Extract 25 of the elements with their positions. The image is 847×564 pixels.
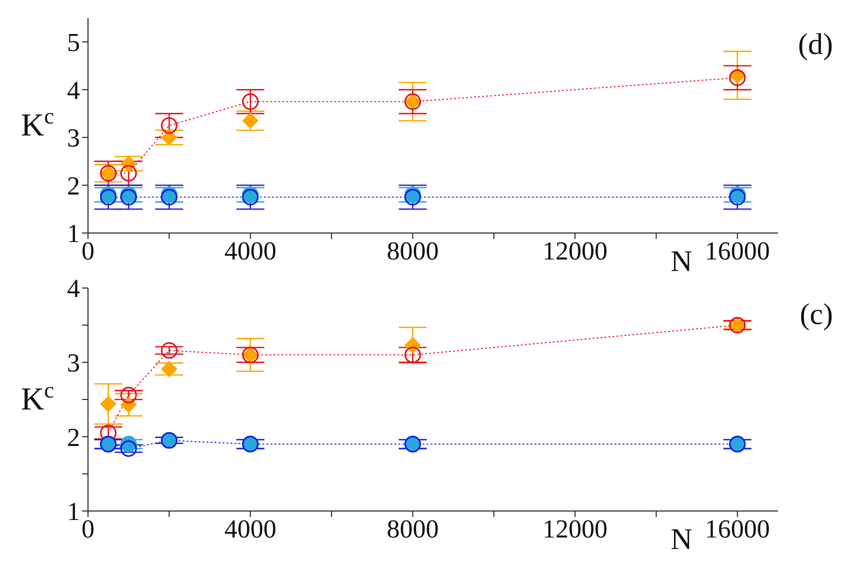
x-tick-label: 8000 (386, 236, 439, 266)
y-tick-label: 5 (67, 28, 80, 58)
x-tick-label: 4000 (224, 514, 276, 544)
x-tick-label: 16000 (704, 236, 770, 266)
y-axis-title: K$^{c}$ (21, 103, 54, 142)
y-axis-title: K$^{c}$ (21, 377, 54, 416)
x-tick-label: 0 (82, 514, 94, 544)
text: (d) (798, 28, 833, 62)
x-tick-label: 12000 (542, 514, 608, 544)
x-axis-title: N (670, 245, 692, 278)
x-tick-label: 16000 (704, 514, 770, 544)
y-tick-label: 4 (67, 76, 80, 105)
y-tick-label: 1 (67, 219, 80, 248)
y-tick-label: 2 (67, 422, 80, 452)
x-tick-label: 0 (82, 236, 94, 266)
y-tick-label: 2 (67, 171, 80, 200)
y-tick-label: 3 (67, 124, 80, 153)
text: (c) (800, 298, 833, 332)
x-tick-label: 8000 (386, 514, 439, 544)
y-tick-label: 4 (67, 274, 80, 304)
x-axis-title: N (670, 523, 692, 556)
x-tick-label: 12000 (542, 236, 608, 266)
x-tick-label: 4000 (224, 236, 276, 266)
y-tick-label: 3 (67, 348, 80, 378)
y-tick-label: 1 (67, 497, 80, 526)
